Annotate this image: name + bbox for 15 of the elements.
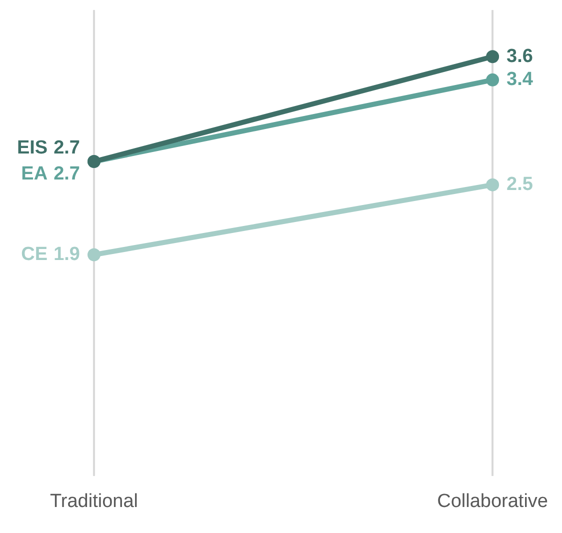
point [88,248,100,262]
point [486,50,500,64]
text: CE [21,244,48,265]
text: EIS [16,138,48,159]
data-label: 2.5 [506,174,534,196]
data-label: 3.6 [506,46,533,67]
data-label: 1.9 [54,244,80,265]
text: EA [21,164,48,185]
data-label: 2.7 [54,164,80,185]
data-label: 3.4 [506,69,534,90]
x-tick-label: Traditional [50,490,138,512]
data-label: 2.7 [54,138,80,159]
x-tick-label: Collaborative [437,490,548,512]
point [486,73,500,86]
point [486,178,500,192]
